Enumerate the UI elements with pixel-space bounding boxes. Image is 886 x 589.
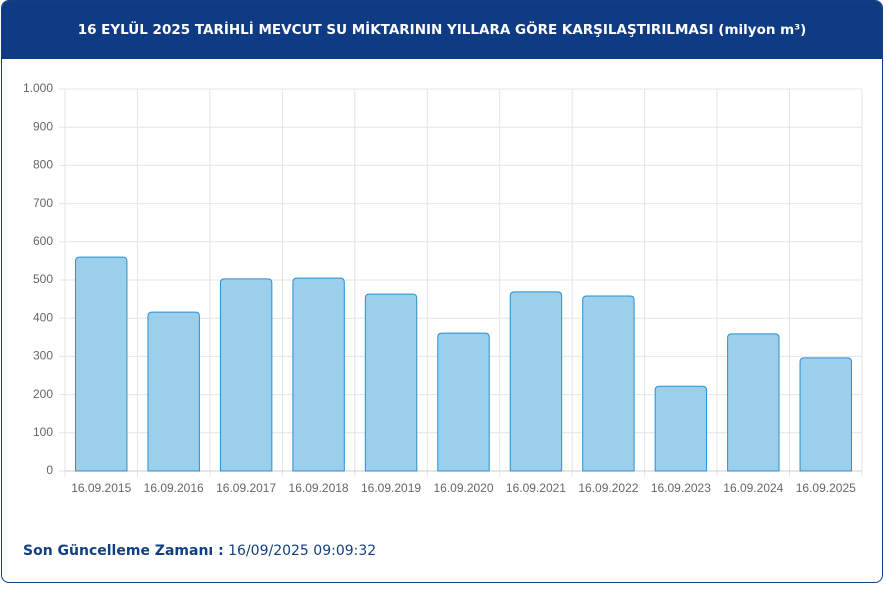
bar	[654, 385, 708, 472]
x-tick-label: 16.09.2022	[578, 481, 638, 495]
x-tick-label: 16.09.2024	[723, 481, 783, 495]
x-tick-label: 16.09.2020	[433, 481, 493, 495]
y-tick-label: 0	[46, 463, 53, 477]
bar	[437, 332, 490, 472]
bar	[364, 293, 418, 472]
bar	[75, 256, 128, 472]
x-tick-label: 16.09.2016	[144, 481, 204, 495]
header: 16 EYLÜL 2025 TARİHLİ MEVCUT SU MİKTARIN…	[2, 1, 882, 59]
bar	[219, 278, 273, 472]
bar	[509, 291, 563, 472]
y-tick-label: 200	[33, 387, 53, 401]
x-tick-label: 16.09.2023	[651, 481, 711, 495]
y-tick-label: 100	[33, 425, 53, 439]
footer-label: Son Güncelleme Zamanı :	[23, 543, 224, 559]
bar	[582, 295, 635, 472]
x-tick-label: 16.09.2017	[216, 481, 276, 495]
y-tick-label: 300	[33, 349, 53, 363]
bar	[727, 333, 780, 472]
y-tick-label: 1.000	[23, 81, 53, 95]
x-tick-label: 16.09.2018	[289, 481, 349, 495]
x-tick-label: 16.09.2015	[71, 481, 131, 495]
y-tick-label: 400	[33, 310, 53, 324]
y-tick-label: 600	[33, 234, 53, 248]
chart-title: 16 EYLÜL 2025 TARİHLİ MEVCUT SU MİKTARIN…	[77, 22, 807, 38]
x-tick-label: 16.09.2025	[796, 481, 856, 495]
bar	[799, 357, 852, 472]
bar	[292, 277, 345, 472]
y-tick-label: 700	[33, 196, 53, 210]
chart: 0 100 200 300 400 500 600 700 800 900 1.000 16.09.2…	[23, 81, 863, 495]
y-tick-label: 900	[33, 119, 53, 133]
x-tick-label: 16.09.2019	[361, 481, 421, 495]
y-tick-label: 800	[33, 158, 53, 172]
x-tick-label: 16.09.2021	[506, 481, 566, 495]
footer: Son Güncelleme Zamanı : 16/09/2025 09:09…	[23, 543, 376, 559]
y-tick-label: 500	[33, 272, 53, 286]
bar	[147, 311, 200, 472]
footer-value: 16/09/2025 09:09:32	[228, 543, 377, 559]
